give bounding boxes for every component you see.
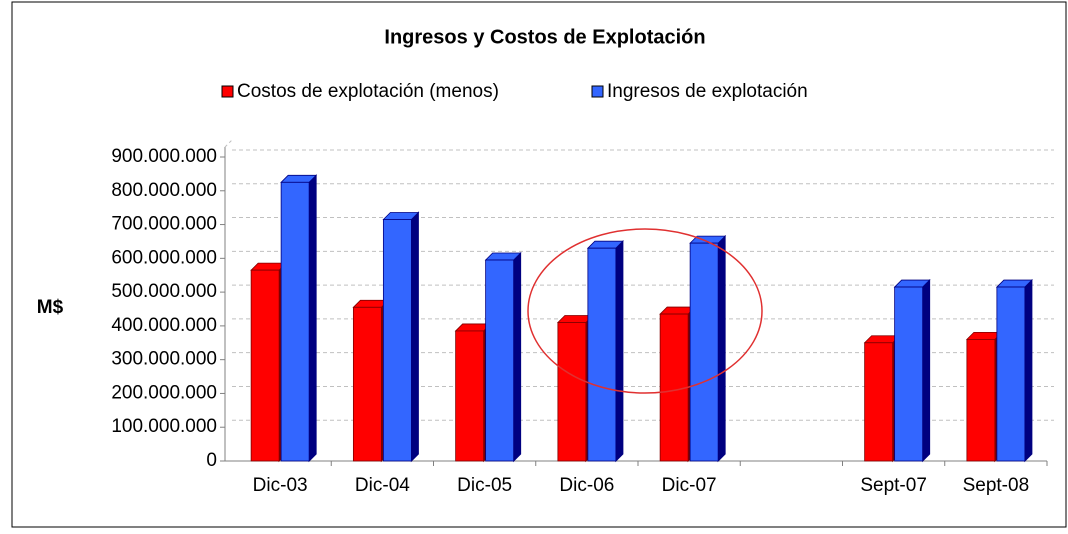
y-tick-label: 300.000.000	[111, 349, 217, 370]
y-tick-label: 700.000.000	[111, 214, 217, 235]
bar	[382, 219, 412, 462]
y-axis-label: M$	[37, 297, 64, 318]
back-wall-edge	[224, 139, 233, 148]
bar	[587, 247, 617, 462]
y-tick-label: 600.000.000	[111, 247, 217, 268]
bar-side	[513, 251, 522, 463]
x-tick-label: Dic-07	[662, 475, 717, 496]
bar	[280, 181, 310, 462]
y-tick-label: 100.000.000	[111, 416, 217, 437]
y-tick-label: 400.000.000	[111, 315, 217, 336]
bar	[659, 313, 689, 462]
bar-side	[717, 234, 726, 463]
bar	[996, 286, 1026, 462]
x-tick-label: Sept-07	[860, 475, 927, 496]
bar	[485, 259, 515, 462]
bar	[966, 338, 996, 462]
y-tick-label: 500.000.000	[111, 281, 217, 302]
bar	[455, 330, 485, 462]
x-tick-label: Dic-04	[355, 475, 410, 496]
bar	[352, 306, 382, 462]
legend-label: Ingresos de explotación	[607, 81, 808, 102]
chart-title: Ingresos y Costos de Explotación	[384, 26, 705, 48]
bar	[250, 269, 280, 462]
bar-side	[922, 278, 931, 463]
y-tick-label: 800.000.000	[111, 180, 217, 201]
legend-label: Costos de explotación (menos)	[237, 81, 499, 102]
x-tick-label: Dic-06	[559, 475, 614, 496]
bar-side	[308, 174, 317, 463]
x-tick-label: Sept-08	[963, 475, 1030, 496]
bar	[689, 242, 719, 462]
bar	[894, 286, 924, 462]
bar-side	[615, 239, 624, 463]
x-tick-label: Dic-03	[253, 475, 308, 496]
y-tick-label: 0	[206, 450, 217, 471]
bar	[557, 322, 587, 462]
y-tick-label: 200.000.000	[111, 382, 217, 403]
legend-swatch	[591, 85, 604, 98]
legend-swatch	[221, 85, 234, 98]
highlight-ellipse	[527, 228, 763, 394]
bar-side	[410, 211, 419, 463]
bar-side	[1024, 278, 1033, 463]
bar	[864, 342, 894, 462]
y-tick-label: 900.000.000	[111, 146, 217, 167]
x-tick-label: Dic-05	[457, 475, 512, 496]
